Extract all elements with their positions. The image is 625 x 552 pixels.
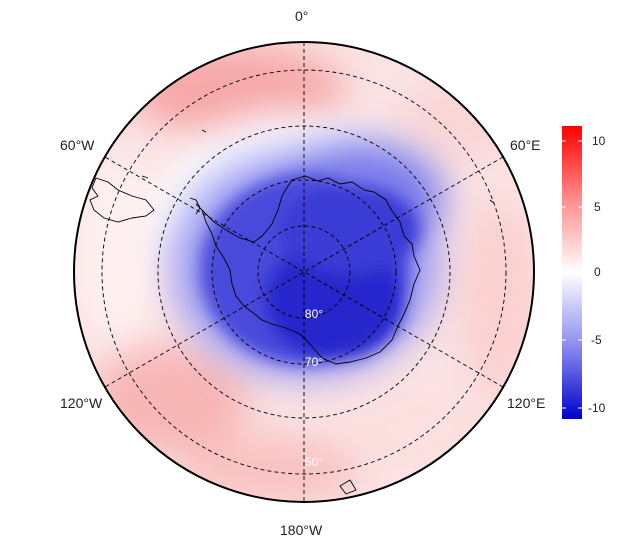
peninsula-islands [141, 129, 495, 495]
map-boundary [73, 41, 535, 503]
lon-label-0: 0° [295, 8, 309, 24]
colorbar-tick-minus5: -5 [591, 333, 602, 347]
lat-label-50: 50° [304, 455, 324, 469]
lat-circle-70 [211, 179, 397, 365]
south-america-coastline [89, 177, 155, 223]
graticule [101, 42, 507, 502]
lon-label-120e: 120°E [507, 395, 546, 411]
lon-label-180: 180°W [280, 522, 323, 538]
lat-label-70: 70° [304, 355, 324, 369]
lon-label-60w: 60°W [60, 137, 95, 153]
colorbar-gradient [562, 126, 582, 419]
colorbar-ticks [562, 140, 582, 409]
antarctica-coastline [195, 175, 421, 365]
coastlines [89, 129, 495, 495]
lat-label-80: 80° [304, 307, 324, 321]
lon-label-120w: 120°W [60, 395, 103, 411]
colorbar-tick-10: 10 [592, 134, 606, 148]
lat-circle-50 [101, 69, 507, 475]
lon-label-60e: 60°E [510, 137, 541, 153]
colorbar-tick-5: 5 [594, 200, 601, 214]
colorbar-tick-0: 0 [594, 265, 601, 279]
colorbar-tick-minus10: -10 [588, 401, 606, 415]
